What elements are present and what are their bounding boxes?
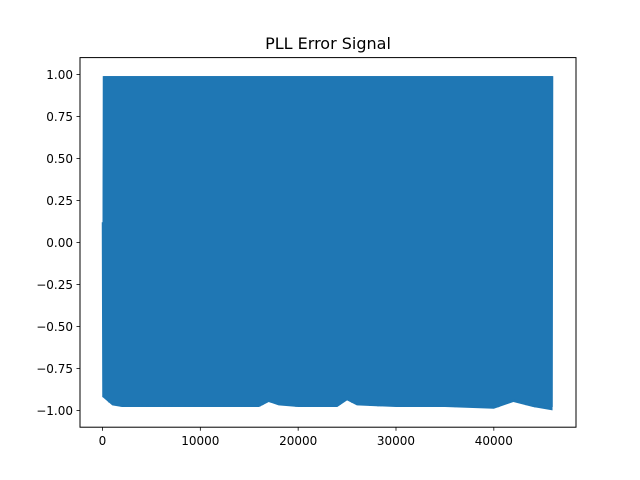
x-axis: 0 10000 20000 30000 40000 bbox=[99, 427, 513, 448]
y-tick-label: 0.00 bbox=[46, 236, 73, 250]
x-tick-label: 30000 bbox=[377, 434, 415, 448]
y-tick-label: 0.75 bbox=[46, 110, 73, 124]
y-tick-label: 0.25 bbox=[46, 194, 73, 208]
y-tick-label: 0.50 bbox=[46, 152, 73, 166]
y-tick-label: −1.00 bbox=[36, 404, 73, 418]
plot-area bbox=[101, 76, 554, 411]
x-tick-label: 40000 bbox=[475, 434, 513, 448]
x-tick-label: 20000 bbox=[279, 434, 317, 448]
y-tick-label: −0.25 bbox=[36, 278, 73, 292]
x-tick-label: 10000 bbox=[181, 434, 219, 448]
y-tick-label: −0.75 bbox=[36, 362, 73, 376]
x-tick-label: 0 bbox=[99, 434, 107, 448]
series-0-line bbox=[101, 76, 554, 410]
y-tick-label: 1.00 bbox=[46, 68, 73, 82]
chart-title: PLL Error Signal bbox=[265, 34, 391, 53]
y-axis: 1.00 0.75 0.50 0.25 0.00 −0.25 −0.50 −0.75 −1.00 bbox=[36, 68, 80, 418]
y-tick-label: −0.50 bbox=[36, 320, 73, 334]
